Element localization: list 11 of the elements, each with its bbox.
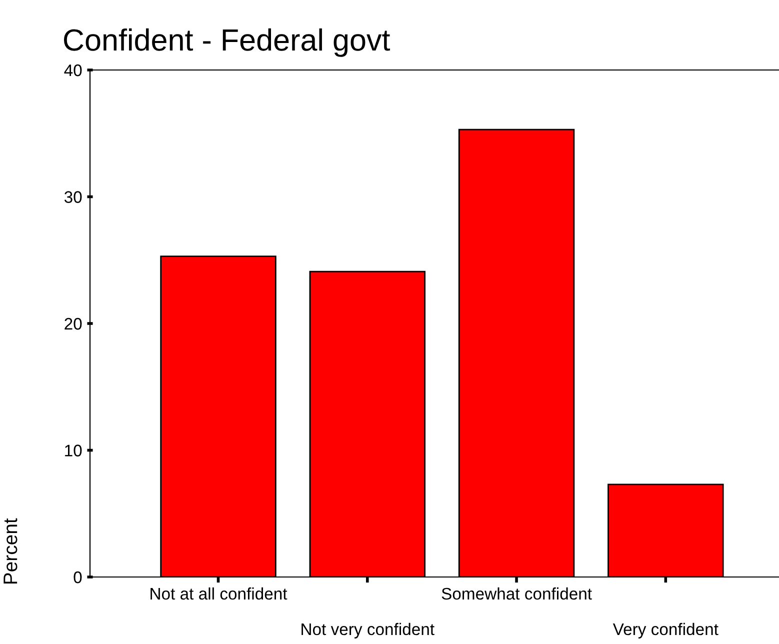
y-axis-title: Percent <box>4 518 18 584</box>
y-tick-label: 0 <box>74 571 82 584</box>
x-tick-label: Not at all confident <box>150 587 288 600</box>
x-tick-label: Not very confident <box>302 622 434 638</box>
y-tick-label: 20 <box>64 318 82 330</box>
x-tick-label: Very confident <box>612 622 718 638</box>
y-tick-label: 30 <box>64 191 82 203</box>
chart-title: Confident - Federal govt <box>64 28 390 57</box>
y-tick-label: 40 <box>64 64 82 76</box>
x-tick-label: Somewhat confident <box>442 587 592 600</box>
y-tick-label: 10 <box>65 444 82 456</box>
